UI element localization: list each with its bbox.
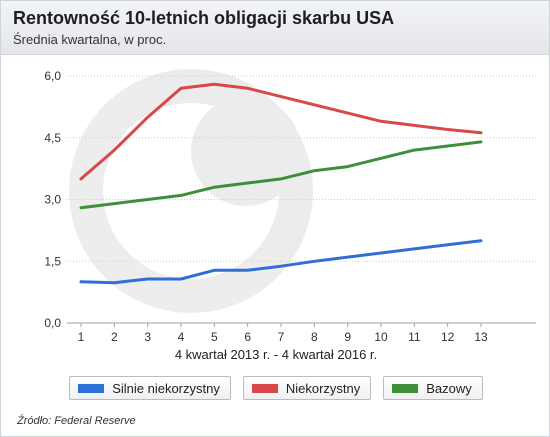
legend-swatch xyxy=(251,383,278,393)
y-tick-label: 6,0 xyxy=(44,69,61,83)
legend-label: Silnie niekorzystny xyxy=(112,380,220,396)
x-tick-label: 10 xyxy=(374,330,388,344)
legend-label: Niekorzystny xyxy=(285,380,361,396)
x-tick-label: 13 xyxy=(474,330,488,344)
legend-item-2[interactable]: Niekorzystny xyxy=(242,376,372,400)
chart-header: Rentowność 10-letnich obligacji skarbu U… xyxy=(1,1,549,55)
legend-swatch xyxy=(392,383,419,393)
legend-item-1[interactable]: Silnie niekorzystny xyxy=(69,376,231,400)
x-tick-label: 12 xyxy=(441,330,455,344)
x-tick-label: 11 xyxy=(408,330,421,344)
series-line-1 xyxy=(79,239,483,285)
source-note: Źródło: Federal Reserve xyxy=(17,415,136,427)
x-tick-label: 7 xyxy=(278,330,285,344)
x-tick-label: 6 xyxy=(244,330,251,344)
legend: Silnie niekorzystny Niekorzystny Bazowy xyxy=(1,376,549,400)
x-axis-label: 4 kwartał 2013 r. - 4 kwartał 2016 r. xyxy=(174,347,378,362)
x-tick-label: 8 xyxy=(311,330,318,344)
legend-swatch xyxy=(78,383,105,393)
x-tick-label: 1 xyxy=(78,330,85,344)
x-tick-label: 4 xyxy=(178,330,185,344)
y-tick-label: 3,0 xyxy=(44,193,61,207)
series-line-2 xyxy=(79,82,483,181)
legend-item-3[interactable]: Bazowy xyxy=(383,376,483,400)
chart-title: Rentowność 10-letnich obligacji skarbu U… xyxy=(13,8,395,28)
series-line-3 xyxy=(79,140,483,210)
x-tick-label: 2 xyxy=(111,330,118,344)
y-tick-label: 0,0 xyxy=(44,316,61,330)
x-tick-label: 5 xyxy=(211,330,218,344)
x-tick-label: 9 xyxy=(344,330,351,344)
y-tick-label: 4,5 xyxy=(44,131,61,145)
chart-subtitle: Średnia kwartalna, w proc. xyxy=(13,32,167,47)
x-tick-label: 3 xyxy=(144,330,151,344)
y-tick-label: 1,5 xyxy=(44,254,61,268)
legend-label: Bazowy xyxy=(426,380,472,396)
plot-background xyxy=(1,55,549,350)
